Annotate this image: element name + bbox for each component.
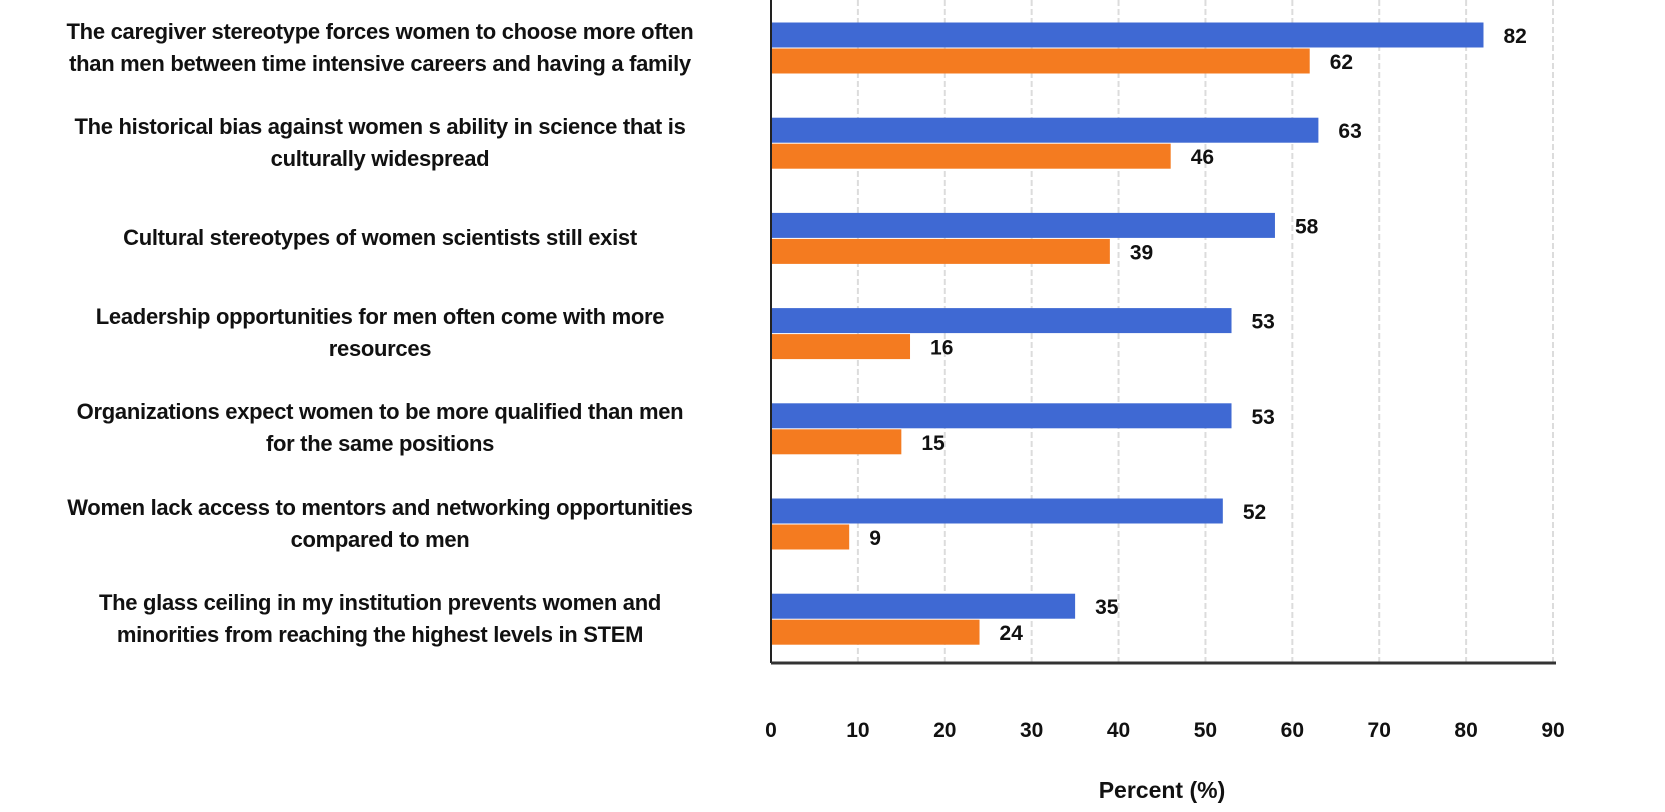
x-tick-label: 30 <box>1020 719 1043 742</box>
data-label: 9 <box>869 527 881 550</box>
category-label: The glass ceiling in my institution prev… <box>0 587 760 651</box>
value-labels: 82 62 63 46 58 39 53 16 53 15 52 9 35 24 <box>869 25 1527 645</box>
bar-series-2 <box>772 48 1310 74</box>
category-label: The historical bias against women s abil… <box>0 111 760 175</box>
x-tick-label: 20 <box>933 719 956 742</box>
data-label: 62 <box>1330 51 1353 74</box>
bar-series-1 <box>772 22 1484 48</box>
bar-series-1 <box>772 498 1223 524</box>
category-label: Cultural stereotypes of women scientists… <box>0 222 760 254</box>
bars <box>772 22 1484 645</box>
category-label-line: compared to men <box>290 526 470 552</box>
x-tick-labels: 0 10 20 30 40 50 60 70 80 90 <box>765 719 1565 742</box>
bar-series-1 <box>772 403 1232 429</box>
category-label-line: The caregiver stereotype forces women to… <box>66 18 694 44</box>
data-label: 58 <box>1295 215 1319 238</box>
category-label-line: The historical bias against women s abil… <box>74 113 686 139</box>
category-label-line: Women lack access to mentors and network… <box>67 494 693 520</box>
data-label: 63 <box>1338 120 1361 143</box>
x-tick-label: 70 <box>1368 719 1391 742</box>
gridlines <box>856 0 1554 663</box>
bar-series-2 <box>772 524 850 550</box>
x-tick-label: 40 <box>1107 719 1130 742</box>
data-label: 35 <box>1095 596 1119 619</box>
x-tick-label: 10 <box>846 719 869 742</box>
x-tick-label: 80 <box>1454 719 1477 742</box>
bar-series-1 <box>772 593 1076 619</box>
category-label: The caregiver stereotype forces women to… <box>0 16 760 80</box>
category-label-line: Cultural stereotypes of women scientists… <box>123 224 637 250</box>
data-label: 46 <box>1191 146 1214 169</box>
bar-series-1 <box>772 212 1275 238</box>
data-label: 16 <box>930 337 953 360</box>
data-label: 53 <box>1252 406 1275 429</box>
category-label-line: Organizations expect women to be more qu… <box>76 399 684 425</box>
category-label-line: culturally widespread <box>270 145 490 171</box>
category-label-line: minorities from reaching the highest lev… <box>116 621 644 647</box>
category-label: Organizations expect women to be more qu… <box>0 396 760 460</box>
category-label-line: than men between time intensive careers … <box>69 50 691 76</box>
data-label: 53 <box>1252 311 1275 334</box>
bar-series-1 <box>772 308 1232 334</box>
category-label-line: Leadership opportunities for men often c… <box>95 304 665 330</box>
category-label: Women lack access to mentors and network… <box>0 492 760 556</box>
x-tick-label: 90 <box>1541 719 1564 742</box>
x-axis-title: Percent (%) <box>1099 777 1226 803</box>
bar-series-2 <box>772 619 980 645</box>
category-label-line: The glass ceiling in my institution prev… <box>98 589 661 615</box>
x-tick-label: 60 <box>1281 719 1304 742</box>
bar-series-1 <box>772 117 1319 143</box>
data-label: 24 <box>1000 622 1024 645</box>
category-label-line: resources <box>328 336 432 362</box>
data-label: 82 <box>1503 25 1526 48</box>
x-tick-label: 0 <box>765 719 777 742</box>
bar-series-2 <box>772 429 902 455</box>
category-label: Leadership opportunities for men often c… <box>0 301 760 365</box>
category-label-line: for the same positions <box>265 431 495 457</box>
x-tick-label: 50 <box>1194 719 1217 742</box>
data-label: 39 <box>1130 241 1153 264</box>
data-label: 15 <box>921 432 945 455</box>
bar-series-2 <box>772 143 1171 169</box>
data-label: 52 <box>1243 501 1266 524</box>
bar-series-2 <box>772 334 911 360</box>
bar-series-2 <box>772 238 1110 264</box>
